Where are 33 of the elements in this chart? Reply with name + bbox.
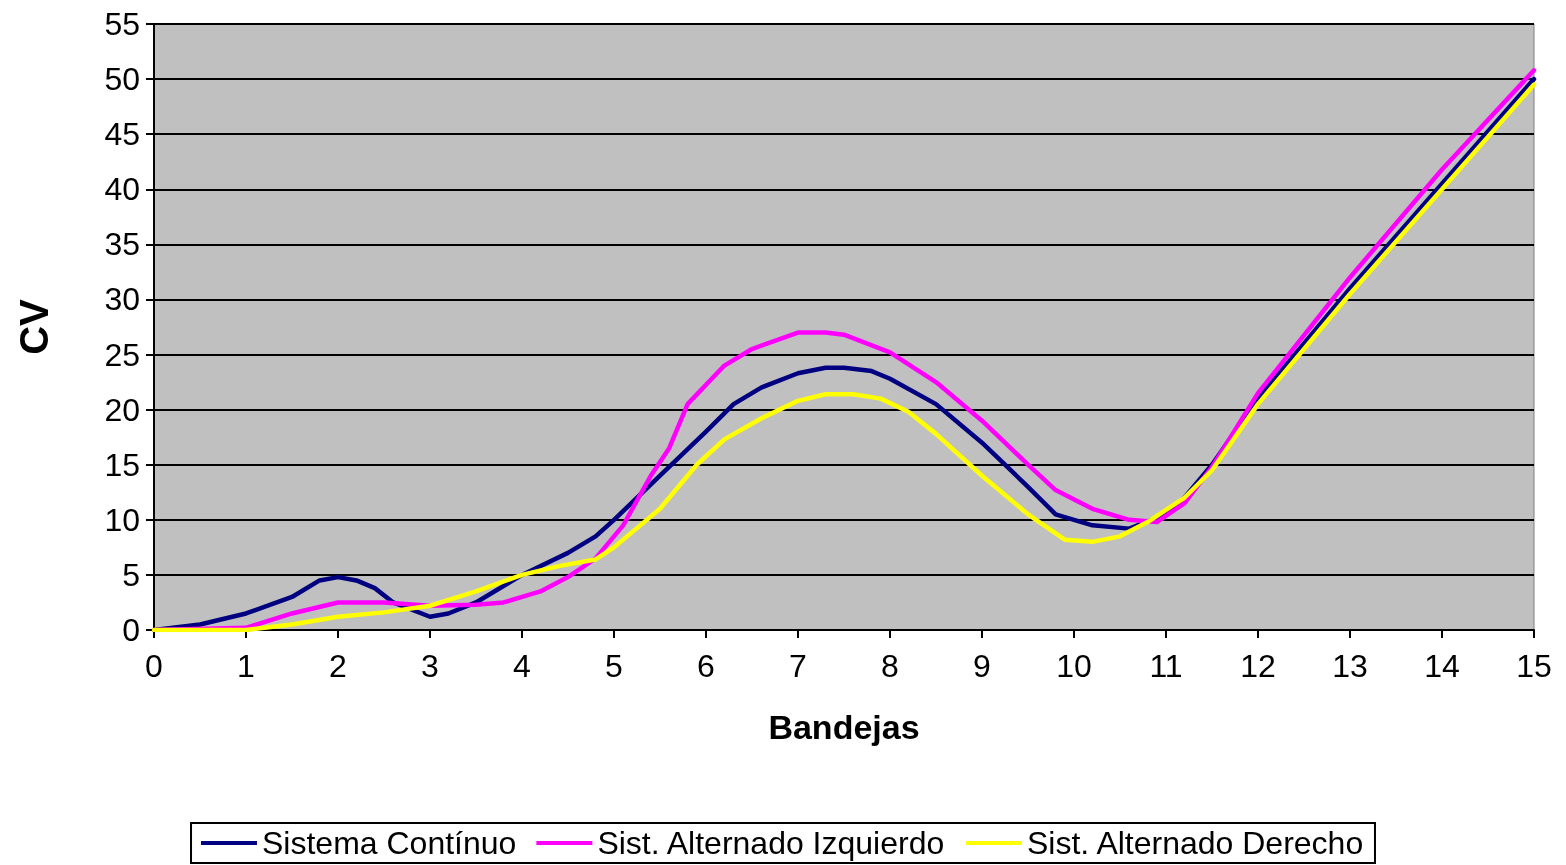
x-tick-label: 9 [973,648,991,684]
x-tick-label: 4 [513,648,531,684]
y-tick-label: 30 [104,281,140,318]
y-tick-label: 45 [104,116,140,153]
x-tick-label: 13 [1332,648,1368,684]
x-tick-label: 10 [1056,648,1092,684]
x-tick-label: 3 [421,648,439,684]
x-tick-label: 1 [237,648,255,684]
y-tick-label: 50 [104,61,140,98]
x-axis-title: Bandejas [768,708,920,746]
y-tick-label: 20 [104,391,140,428]
y-axis-title: CV [12,298,56,355]
x-tick-label: 14 [1424,648,1460,684]
x-tick-label: 11 [1149,648,1183,684]
x-tick-label: 8 [881,648,899,684]
legend-label: Sist. Alternado Derecho [1027,825,1364,861]
y-tick-label: 15 [104,446,140,483]
legend-label: Sistema Contínuo [262,825,517,861]
y-tick-label: 10 [104,501,140,538]
x-tick-label: 2 [329,648,347,684]
y-tick-label: 25 [104,336,140,373]
x-tick-label: 6 [697,648,715,684]
y-tick-label: 40 [104,171,140,208]
x-tick-label: 12 [1240,648,1276,684]
y-tick-label: 35 [104,226,140,263]
legend-label: Sist. Alternado Izquierdo [597,825,945,861]
y-tick-label: 0 [122,612,140,648]
y-tick-label: 5 [122,556,140,593]
x-tick-label: 0 [145,648,163,684]
y-tick-label: 55 [104,6,140,42]
x-tick-label: 5 [605,648,623,684]
x-tick-label: 7 [789,648,807,684]
x-tick-label: 15 [1516,648,1552,684]
